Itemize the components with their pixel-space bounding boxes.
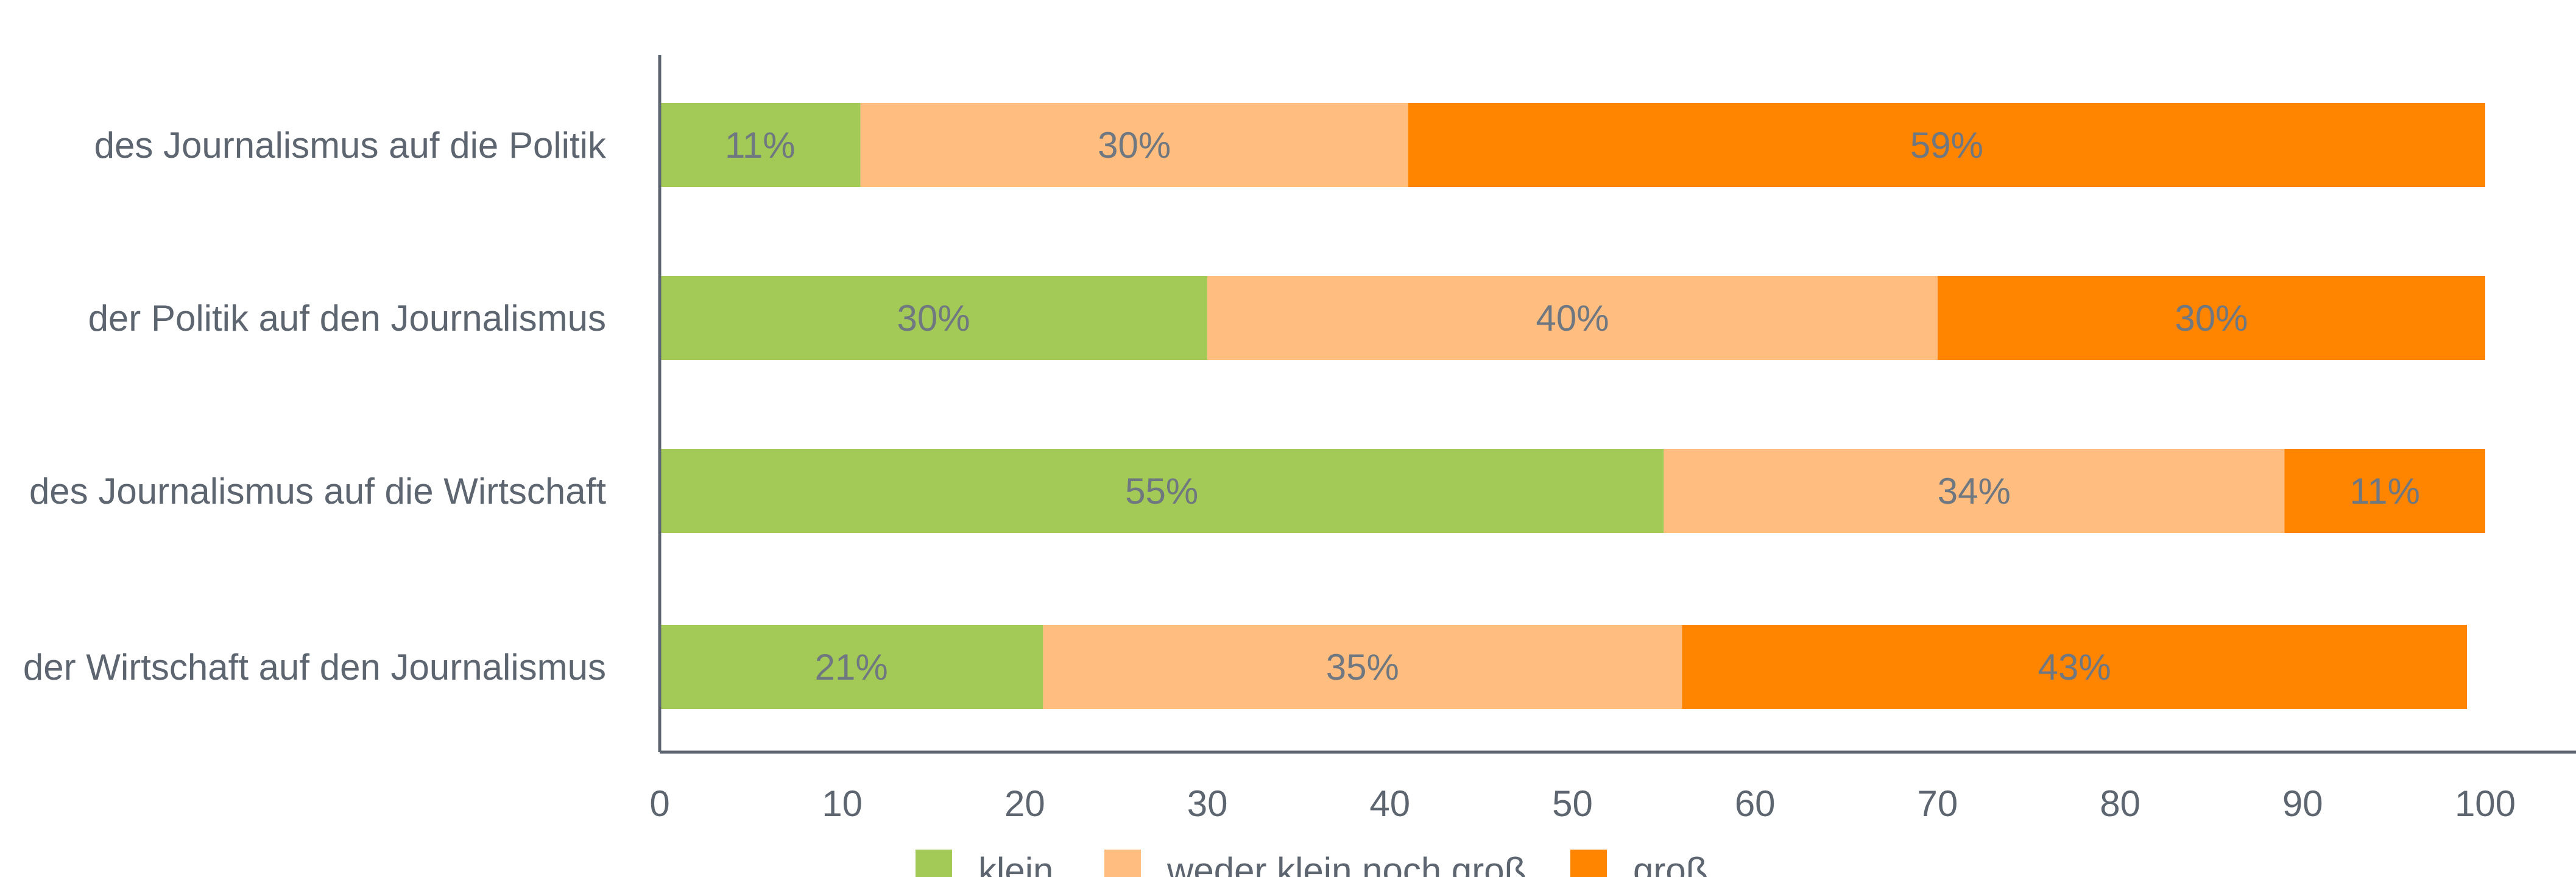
data-label: 30%	[897, 298, 970, 339]
data-label: 43%	[2038, 647, 2111, 688]
data-label: 34%	[1938, 471, 2011, 512]
x-tick-label: 40	[1369, 783, 1410, 824]
bar-segment	[660, 103, 861, 187]
x-tick-label: 50	[1552, 783, 1593, 824]
x-tick-label: 60	[1735, 783, 1776, 824]
category-label: der Wirtschaft auf den Journalismus	[23, 647, 606, 688]
x-tick-label: 30	[1187, 783, 1228, 824]
x-tick-label: 10	[822, 783, 863, 824]
bar-segment	[2284, 449, 2485, 533]
bar-segment	[1207, 276, 1938, 360]
data-label: 21%	[815, 647, 888, 688]
legend-label: klein	[978, 850, 1053, 877]
data-label: 11%	[725, 125, 796, 166]
x-tick-label: 80	[2100, 783, 2140, 824]
x-tick-label: 0	[649, 783, 669, 824]
bar-segment	[1043, 625, 1682, 709]
bar-segment	[1937, 276, 2485, 360]
bar-segment	[660, 276, 1208, 360]
bar-segment	[660, 449, 1664, 533]
category-labels-group: des Journalismus auf die Politik der Poli…	[23, 125, 607, 688]
data-label: 59%	[1910, 125, 1983, 166]
legend-swatch	[1104, 850, 1141, 877]
bar-segment	[860, 103, 1408, 187]
legend-label: groß	[1633, 850, 1708, 877]
category-label: der Politik auf den Journalismus	[88, 298, 606, 339]
x-tick-labels-group: 0 10 20 30 40 50 60 70 80 90 100	[649, 783, 2516, 824]
data-label: 35%	[1326, 647, 1399, 688]
x-tick-label: 70	[1918, 783, 1958, 824]
data-label: 11%	[2349, 471, 2420, 512]
x-tick-label: 20	[1004, 783, 1045, 824]
x-tick-label: 100	[2455, 783, 2516, 824]
data-label: 30%	[1098, 125, 1171, 166]
bar-segment	[1664, 449, 2285, 533]
legend: klein weder klein noch groß groß	[916, 850, 1708, 877]
data-label: 30%	[2175, 298, 2248, 339]
legend-swatch	[1570, 850, 1607, 877]
legend-label: weder klein noch groß	[1166, 850, 1526, 877]
bar-segment	[660, 625, 1043, 709]
x-tick-label: 90	[2282, 783, 2323, 824]
bar-segment	[1682, 625, 2468, 709]
data-label: 55%	[1125, 471, 1198, 512]
data-label: 40%	[1536, 298, 1609, 339]
category-label: des Journalismus auf die Wirtschaft	[29, 471, 606, 512]
bars-group	[660, 103, 2485, 709]
data-labels-group: 11% 30% 59% 30% 40% 30% 55% 34% 11% 21% 35% 43%	[725, 125, 2420, 688]
bar-segment	[1408, 103, 2485, 187]
legend-swatch	[916, 850, 952, 877]
category-label: des Journalismus auf die Politik	[94, 125, 607, 166]
